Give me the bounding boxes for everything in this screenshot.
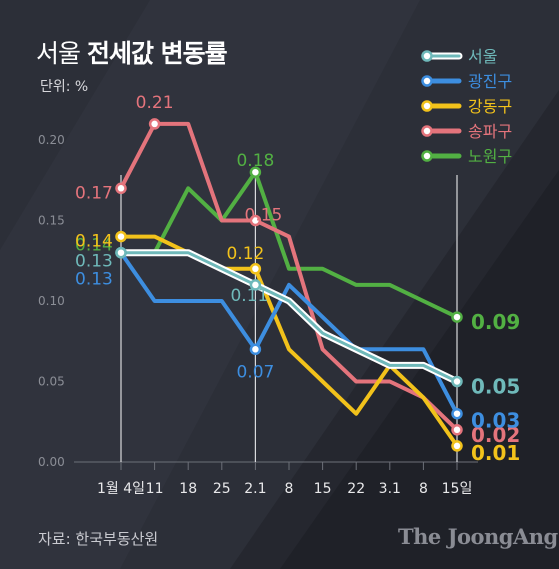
data-point-marker: [451, 407, 463, 420]
source-note: 자료: 한국부동산원: [38, 530, 159, 548]
legend-label: 노원구: [468, 147, 512, 166]
x-tick-label: 22: [347, 481, 365, 497]
x-tick-label: 11: [146, 481, 164, 497]
series-line: [119, 250, 459, 416]
data-point-marker: [115, 246, 127, 259]
data-label: 0.07: [236, 362, 274, 382]
series-line: [119, 170, 459, 320]
data-point-marker: [249, 263, 262, 275]
x-tick-label: 1월 4일: [97, 481, 145, 497]
brand-logo: The JoongAng: [398, 524, 558, 549]
x-tick-label: 15일: [442, 481, 473, 497]
y-tick-label: 0.15: [38, 214, 65, 228]
chart-title: 서울 전세값 변동률: [36, 34, 228, 70]
data-label: 0.12: [226, 244, 264, 264]
data-point-marker: [451, 311, 463, 323]
series-line: [119, 121, 459, 432]
unit-label: 단위: %: [40, 79, 89, 95]
x-tick-label: 25: [213, 481, 231, 497]
data-point-marker: [249, 279, 262, 291]
legend-marker: [421, 150, 433, 162]
data-point-marker: [249, 214, 262, 227]
data-label: 0.14: [75, 236, 113, 256]
y-tick-label: 0.10: [38, 294, 65, 308]
x-tick-label: 3.1: [379, 481, 401, 497]
title-bold: 전세값 변동률: [86, 39, 228, 68]
data-label: 0.09: [471, 310, 520, 334]
data-point-marker: [249, 343, 262, 356]
series-line: [119, 251, 459, 383]
data-label: 0.14: [75, 232, 113, 252]
data-label: 0.05: [471, 375, 520, 399]
data-label: 0.11: [230, 286, 268, 306]
data-point-marker: [451, 440, 463, 452]
data-label: 0.21: [136, 93, 174, 113]
y-tick-label: 0.05: [38, 375, 65, 389]
data-point-marker: [148, 118, 161, 130]
x-tick-label: 15: [314, 481, 332, 497]
axes: 0.00 0.05 0.10 0.15 0.20 1월 4일 11 18 25 2.1 8 15 22 3…: [38, 133, 478, 497]
legend-marker: [421, 50, 433, 62]
data-label: 0.17: [75, 183, 113, 203]
legend-marker: [421, 125, 433, 137]
legend-marker: [421, 75, 433, 87]
legend-label: 강동구: [468, 97, 512, 116]
data-label: 0.02: [471, 423, 520, 447]
data-label: 0.01: [471, 441, 520, 465]
title-light: 서울: [36, 39, 81, 68]
data-point-marker: [451, 375, 463, 388]
data-point-marker: [115, 182, 127, 195]
series-line: [119, 234, 459, 448]
legend-label: 송파구: [468, 122, 512, 141]
legend-label: 광진구: [468, 72, 512, 91]
data-point-marker: [451, 424, 463, 436]
x-tick-label: 8: [285, 481, 294, 497]
series-lines: [117, 121, 461, 448]
legend-label: 서울: [468, 47, 497, 66]
y-tick-label: 0.00: [38, 455, 65, 469]
data-label: 0.15: [244, 206, 282, 226]
legend-marker: [421, 100, 433, 112]
y-tick-label: 0.20: [38, 133, 65, 147]
data-label: 0.03: [471, 409, 520, 433]
x-tick-label: 18: [179, 481, 197, 497]
data-point-marker: [249, 166, 262, 178]
data-label: 0.13: [75, 270, 113, 290]
data-label: 0.13: [75, 252, 113, 272]
data-label: 0.18: [236, 151, 274, 171]
data-labels: 0.14 0.18 0.09 0.17 0.21 0.15 0.02 0.14 0.12 0.01…: [75, 93, 520, 465]
x-tick-label: 8: [419, 481, 428, 497]
x-tick-label: 2.1: [244, 481, 266, 497]
data-point-marker: [115, 230, 127, 243]
